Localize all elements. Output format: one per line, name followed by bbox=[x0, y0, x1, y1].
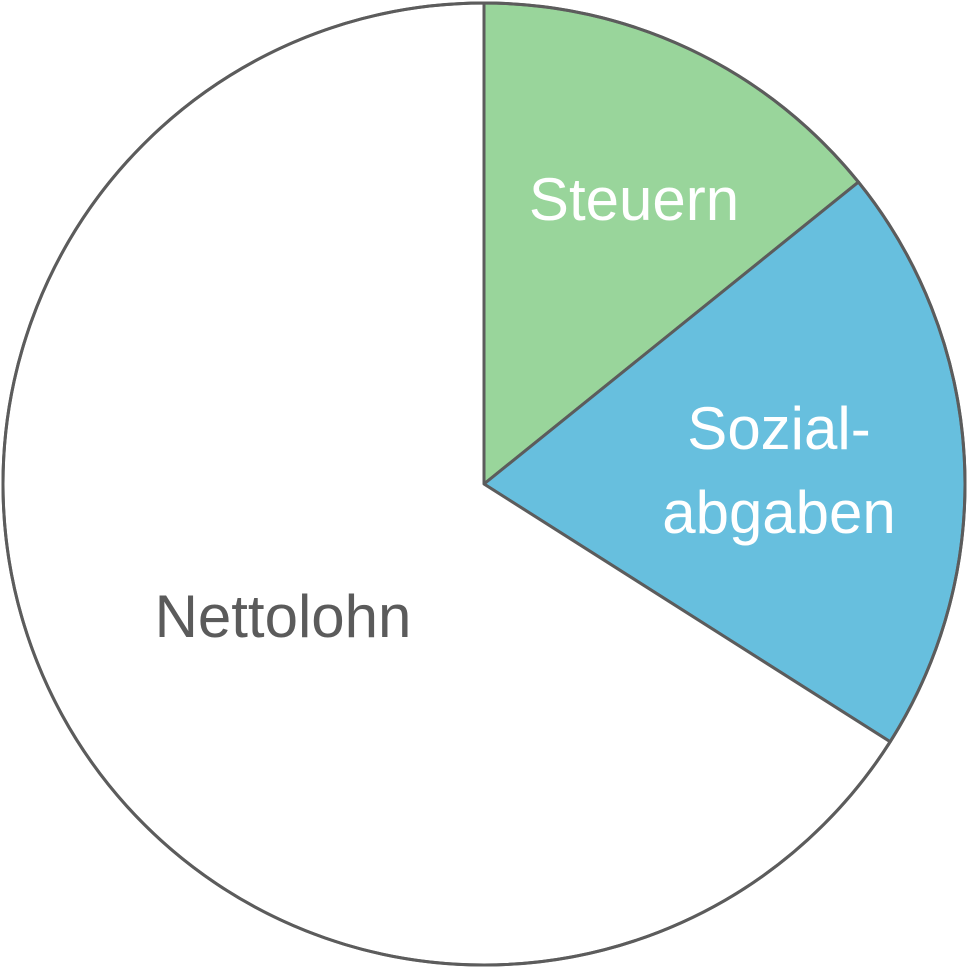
slice-label-sozialabgaben: Sozial-abgaben bbox=[662, 395, 896, 546]
slice-label-line: Steuern bbox=[529, 166, 739, 233]
slice-label-nettolohn: Nettolohn bbox=[155, 583, 412, 650]
pie-labels: Steuern Sozial-abgaben Nettolohn bbox=[155, 166, 896, 650]
slice-label-line: Nettolohn bbox=[155, 583, 412, 650]
slice-label-line: Sozial- bbox=[687, 395, 870, 462]
slice-label-steuern: Steuern bbox=[529, 166, 739, 233]
slice-label-line: abgaben bbox=[662, 479, 896, 546]
